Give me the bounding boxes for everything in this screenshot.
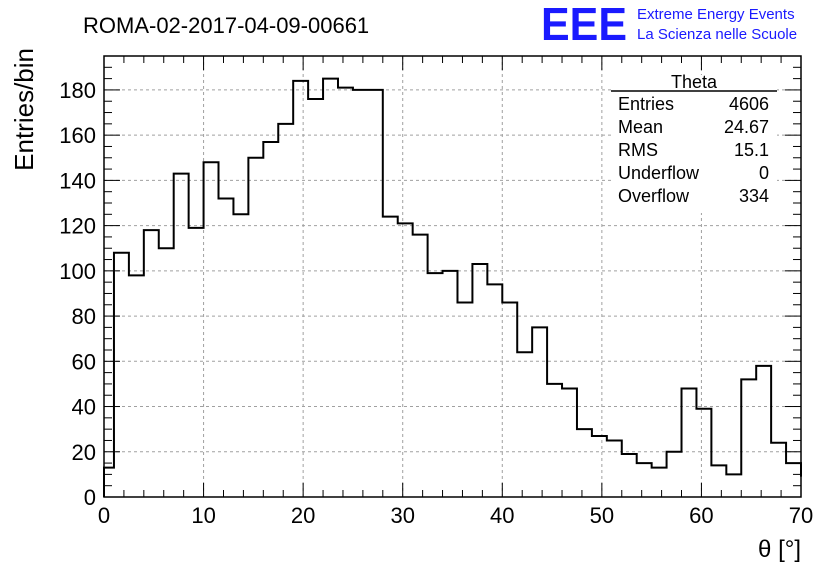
logo-line2: La Scienza nelle Scuole: [637, 26, 797, 43]
histogram-bin: [159, 248, 174, 497]
stats-label: Entries: [618, 94, 674, 114]
histogram-bin: [637, 463, 652, 497]
chart-title: ROMA-02-2017-04-09-00661: [83, 13, 369, 38]
x-axis-label: θ [°]: [758, 536, 801, 563]
stats-value: 15.1: [734, 140, 769, 160]
stats-value: 4606: [729, 94, 769, 114]
tick-labels: 0 10 20 30 40 50 60 70 0 20 40 60 80 100 120 140 160 180: [59, 78, 813, 528]
y-tick-label: 60: [72, 349, 96, 374]
histogram-bin: [771, 443, 786, 497]
histogram-bin: [104, 468, 114, 497]
histogram-bin: [487, 284, 502, 497]
stats-label: Overflow: [618, 186, 690, 206]
histogram-bin: [592, 436, 607, 497]
stats-box: Theta Entries 4606 Mean 24.67 RMS 15.1 Underfl…: [611, 72, 777, 213]
y-axis-label: Entries/bin: [9, 48, 39, 171]
histogram-bin: [233, 214, 248, 497]
stats-label: Underflow: [618, 163, 700, 183]
histogram-bin: [532, 327, 547, 497]
histogram-bin: [517, 352, 532, 497]
histogram-bin: [547, 384, 562, 497]
histogram-bin: [786, 463, 801, 497]
histogram-bin: [278, 124, 293, 497]
x-tick-label: 70: [789, 503, 813, 528]
stats-value: 24.67: [724, 117, 769, 137]
x-tick-label: 10: [191, 503, 215, 528]
histogram-bin: [457, 303, 472, 497]
histogram-bin: [577, 429, 592, 497]
histogram-bin: [219, 198, 234, 497]
x-tick-label: 50: [590, 503, 614, 528]
histogram-bin: [308, 99, 323, 497]
y-tick-label: 160: [59, 123, 96, 148]
x-tick-label: 40: [490, 503, 514, 528]
x-tick-label: 20: [291, 503, 315, 528]
histogram-bin: [622, 454, 637, 497]
histogram-bin: [667, 452, 682, 497]
stats-label: RMS: [618, 140, 658, 160]
logo-line1: Extreme Energy Events: [637, 6, 795, 23]
y-tick-label: 140: [59, 168, 96, 193]
y-tick-label: 20: [72, 440, 96, 465]
stats-label: Mean: [618, 117, 663, 137]
histogram-bin: [398, 223, 413, 497]
histogram-bin: [174, 174, 189, 497]
histogram-bin: [472, 264, 487, 497]
y-tick-label: 80: [72, 304, 96, 329]
x-tick-label: 60: [689, 503, 713, 528]
histogram-bin: [756, 366, 771, 497]
histogram-bin: [652, 468, 667, 497]
histogram-bin: [383, 217, 398, 497]
histogram-bin: [114, 253, 129, 497]
histogram-bin: [263, 142, 278, 497]
histogram-bin: [353, 90, 368, 497]
plot-frame: [103, 55, 802, 498]
histogram-bin: [711, 465, 726, 497]
axis-ticks: [103, 56, 802, 498]
histogram-bin: [129, 275, 144, 497]
histogram-bin: [726, 474, 741, 497]
y-tick-label: 180: [59, 78, 96, 103]
histogram-bin: [502, 303, 517, 497]
histogram-bin: [562, 388, 577, 497]
stats-rows: Entries 4606 Mean 24.67 RMS 15.1 Underflow 0 Ove…: [618, 94, 769, 206]
histogram-bin: [607, 440, 622, 497]
stats-value: 0: [759, 163, 769, 183]
stats-value: 334: [739, 186, 769, 206]
histogram-bin: [428, 273, 443, 497]
x-tick-label: 0: [98, 503, 110, 528]
histogram-bin: [338, 88, 353, 497]
y-tick-label: 40: [72, 395, 96, 420]
y-tick-label: 0: [84, 485, 96, 510]
histogram-bin: [293, 81, 308, 497]
histogram-bin: [189, 228, 204, 497]
x-tick-label: 30: [390, 503, 414, 528]
histogram-bin: [741, 379, 756, 497]
histogram-bin: [443, 271, 458, 497]
histogram-bin: [696, 409, 711, 497]
histogram-bin: [323, 79, 338, 497]
grid-lines: [104, 56, 801, 497]
y-tick-label: 120: [59, 214, 96, 239]
histogram-bin: [413, 235, 428, 497]
eee-logo: EEE Extreme Energy Events La Scienza nel…: [541, 0, 797, 50]
logo-eee-text: EEE: [541, 0, 627, 50]
histogram-bin: [368, 90, 383, 497]
histogram-bin: [204, 162, 219, 497]
histogram-bin: [144, 230, 159, 497]
histogram-bin: [248, 158, 263, 497]
y-tick-label: 100: [59, 259, 96, 284]
stats-title: Theta: [671, 72, 718, 92]
histogram-line: [103, 77, 802, 497]
histogram-bin: [682, 388, 697, 497]
